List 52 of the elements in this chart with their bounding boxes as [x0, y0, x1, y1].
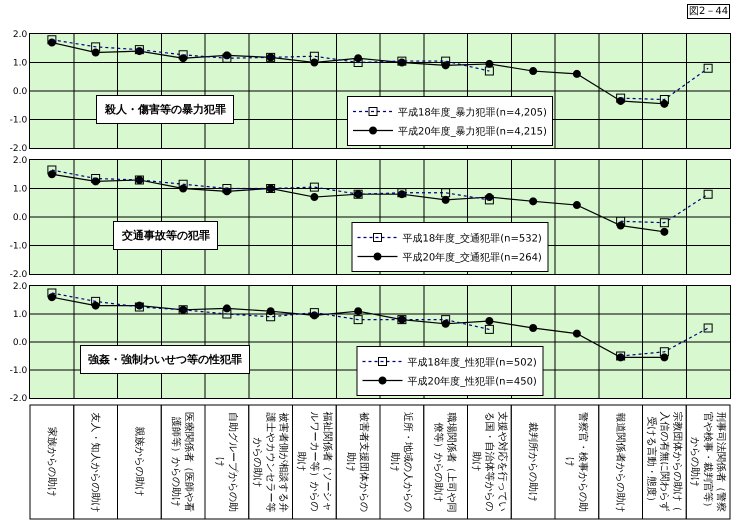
x-tick-label: 警察官・検事からの助け [564, 412, 589, 512]
x-tick-label: 自助グループからの助け [214, 412, 239, 512]
y-tick-label: 0.0 [12, 338, 28, 348]
x-tick-label: 近所・地域の人からの助け [388, 412, 414, 512]
y-tick-label: 1.0 [12, 184, 28, 195]
y-tick-label: 2.0 [12, 30, 28, 40]
legend-label: 平成20年度_暴力犯罪(n=4,215) [398, 125, 547, 138]
x-tick-label: 支援や対応を行っている国・自治体等からの助け [470, 412, 508, 512]
point [529, 67, 538, 76]
x-tick-label: 家族からの助け [46, 427, 58, 498]
x-tick-label: 宗教団体からの助け（入信の有無に関わらず受ける言動・態度） [645, 412, 684, 512]
y-tick-label: 0.0 [12, 213, 28, 224]
x-tick-label: 刑事司法関係者（警察官や検事・裁判官等）からの助け [689, 412, 728, 512]
x-tick-label: 職場関係者（上司や同僚等）からの助け [432, 412, 458, 512]
legend-label: 平成18年度_交通犯罪(n=532) [402, 232, 542, 244]
legend-label: 平成18年度_性犯罪(n=502) [408, 356, 537, 368]
point [572, 70, 581, 78]
point [354, 307, 362, 316]
x-tick-label: 親族からの助け [133, 426, 146, 497]
point [529, 324, 538, 332]
legend-label: 平成20年度_性犯罪(n=450) [408, 375, 537, 388]
x-tick-label: 友人・知人からの助け [90, 412, 102, 512]
text: 殺人・傷害等の暴力犯罪 [104, 103, 226, 116]
point [310, 193, 318, 202]
y-tick-label: 1.0 [12, 310, 28, 320]
text: 強姦・強制わいせつ等の性犯罪 [88, 353, 242, 366]
legend-label: 平成20年度_交通犯罪(n=264) [402, 251, 542, 264]
y-tick-label: -2.0 [10, 394, 28, 404]
x-tick-label: 福祉関係者（ソーシャルワーカー等）からの助け [295, 412, 334, 512]
point [660, 228, 668, 236]
legend-label: 平成18年度_暴力犯罪(n=4,205) [398, 106, 547, 118]
x-tick-label: 医療関係者（医師や看護師等）からの助け [170, 412, 196, 512]
y-tick-label: -2.0 [10, 144, 28, 154]
x-tick-label: 被害者側が相談する弁護士やカウンセラー等からの助け [252, 412, 290, 512]
y-tick-label: -2.0 [10, 270, 28, 280]
y-tick-label: 2.0 [12, 156, 28, 166]
x-tick-label: 被害者支援団体からの助け [345, 412, 370, 512]
caption: 図2－44 [689, 6, 728, 17]
point [529, 197, 538, 206]
y-tick-label: -1.0 [10, 242, 28, 252]
y-tick-label: 0.0 [12, 87, 28, 98]
point [485, 60, 494, 68]
text: 交通事故等の犯罪 [121, 229, 210, 242]
y-tick-label: -1.0 [10, 366, 28, 376]
y-tick-label: 2.0 [12, 282, 28, 292]
x-tick-label: 裁判所からの助け [527, 422, 540, 502]
point [572, 330, 581, 338]
x-tick-label: 報道関係者からの助け [614, 412, 627, 512]
y-tick-label: 1.0 [12, 58, 28, 69]
point [572, 201, 581, 210]
y-tick-label: -1.0 [10, 116, 28, 126]
point [485, 317, 494, 325]
